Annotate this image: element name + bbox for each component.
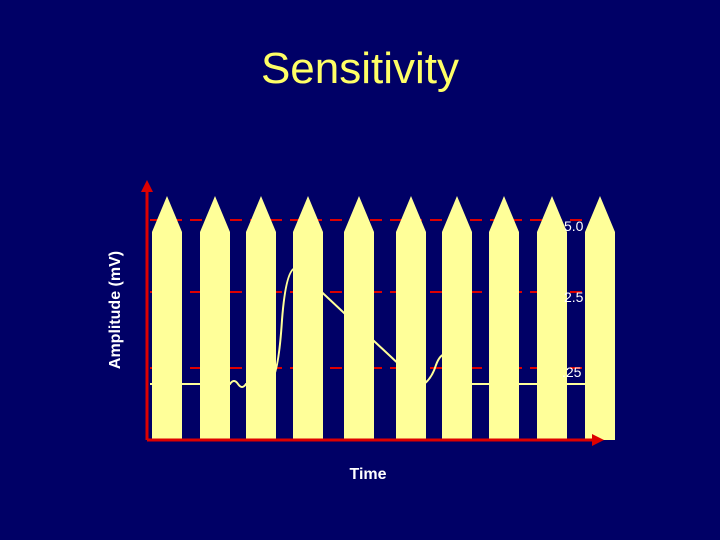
level-label-2-5: 2.5 (564, 289, 584, 305)
x-axis-arrow (592, 434, 604, 446)
pacing-spikes (152, 196, 615, 440)
threshold-lines (150, 219, 600, 369)
axes (141, 180, 604, 446)
pacing-spike (344, 196, 374, 440)
pacing-spike (396, 196, 426, 440)
x-axis-label: Time (349, 466, 386, 483)
signal-trace (150, 266, 600, 388)
slide-title: Sensitivity (260, 44, 460, 93)
pacing-spike (152, 196, 182, 440)
level-label-5-0: 5.0 (564, 218, 584, 234)
pacing-spike (246, 196, 276, 440)
y-axis-label: Amplitude (mV) (107, 251, 124, 369)
pacing-spike (489, 196, 519, 440)
pacing-spike (200, 196, 230, 440)
pacing-spike (293, 196, 323, 440)
y-axis-arrow (141, 180, 153, 192)
level-label-0-25: .25 (562, 364, 582, 380)
pacing-spike (442, 196, 472, 440)
pacing-spike (585, 196, 615, 440)
pacing-spike (537, 196, 567, 440)
